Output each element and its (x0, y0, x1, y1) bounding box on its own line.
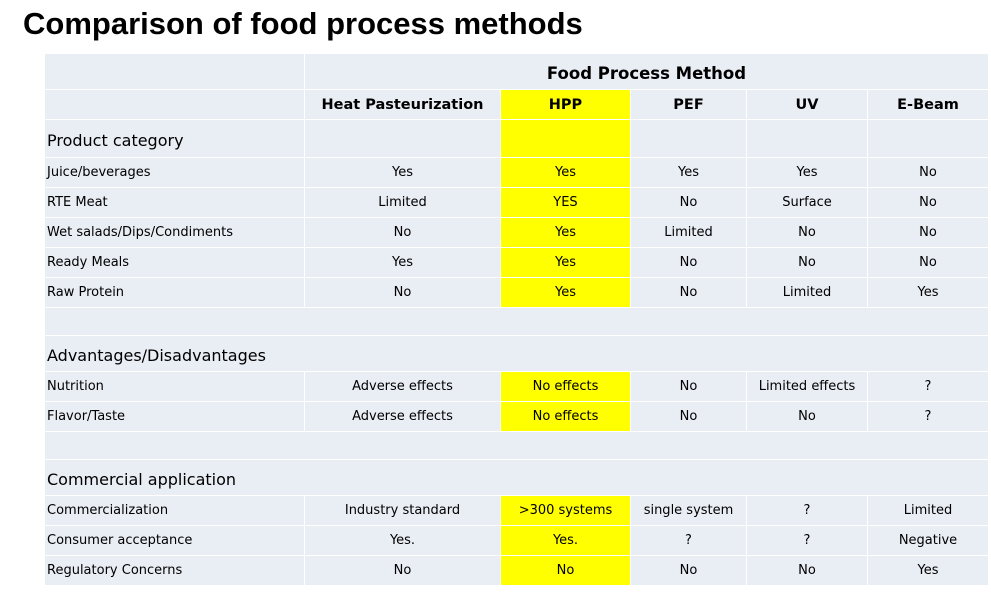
table-cell: Yes (867, 555, 989, 586)
row-label: Regulatory Concerns (44, 555, 305, 586)
table-cell: No (304, 217, 501, 248)
table-cell: YES (500, 187, 631, 218)
table-row: Regulatory Concerns No No No No Yes (44, 555, 989, 586)
table-cell: No effects (500, 371, 631, 402)
row-label: Commercialization (44, 495, 305, 526)
table-cell: No (867, 247, 989, 278)
corner-cell (44, 53, 305, 90)
method-header: Food Process Method (304, 53, 989, 90)
table-row: Commercialization Industry standard >300… (44, 495, 989, 526)
table-cell: No (630, 555, 747, 586)
table-cell: No (630, 401, 747, 432)
section-heading: Advantages/Disadvantages (44, 335, 989, 372)
table-cell: Yes (746, 157, 868, 188)
table-cell: Yes (500, 157, 631, 188)
table-cell: Yes (500, 217, 631, 248)
row-label: RTE Meat (44, 187, 305, 218)
table-cell: No (630, 277, 747, 308)
table-cell: Industry standard (304, 495, 501, 526)
spacer-row (44, 307, 989, 336)
table-cell: Yes. (304, 525, 501, 556)
row-label: Wet salads/Dips/Condiments (44, 217, 305, 248)
table-cell: ? (630, 525, 747, 556)
table-cell: Adverse effects (304, 401, 501, 432)
column-header: PEF (630, 89, 747, 120)
table-cell: No (630, 187, 747, 218)
table-row: RTE Meat Limited YES No Surface No (44, 187, 989, 218)
table-cell: No (867, 217, 989, 248)
column-header: Heat Pasteurization (304, 89, 501, 120)
table-row: Ready Meals Yes Yes No No No (44, 247, 989, 278)
table-row: Nutrition Adverse effects No effects No … (44, 371, 989, 402)
table-cell: Adverse effects (304, 371, 501, 402)
table-cell: No (867, 187, 989, 218)
column-header: HPP (500, 89, 631, 120)
section-heading: Commercial application (44, 459, 989, 496)
section-heading-row: Commercial application (44, 459, 989, 496)
row-label: Juice/beverages (44, 157, 305, 188)
table-cell: No effects (500, 401, 631, 432)
table-cell: Limited (304, 187, 501, 218)
row-label: Flavor/Taste (44, 401, 305, 432)
table-cell: Limited (867, 495, 989, 526)
table-cell: Surface (746, 187, 868, 218)
table-cell: Limited (630, 217, 747, 248)
table-cell: No (304, 555, 501, 586)
table-cell: ? (867, 401, 989, 432)
table-cell: No (746, 217, 868, 248)
table-cell: Limited (746, 277, 868, 308)
table-cell: Limited effects (746, 371, 868, 402)
method-header-row: Food Process Method (44, 53, 989, 90)
table-cell: Yes (304, 157, 501, 188)
table-cell: No (304, 277, 501, 308)
table-cell: >300 systems (500, 495, 631, 526)
column-header-blank (44, 89, 305, 120)
table-cell: No (746, 555, 868, 586)
page-title: Comparison of food process methods (23, 6, 583, 41)
table-cell: No (746, 247, 868, 278)
table-cell: ? (746, 525, 868, 556)
row-label: Ready Meals (44, 247, 305, 278)
table-cell: No (746, 401, 868, 432)
comparison-table: Food Process Method Heat Pasteurization … (44, 53, 989, 586)
table-cell: ? (867, 371, 989, 402)
table-row: Wet salads/Dips/Condiments No Yes Limite… (44, 217, 989, 248)
column-header-row: Heat Pasteurization HPP PEF UV E-Beam (44, 89, 989, 120)
table-cell: No (630, 371, 747, 402)
table-row: Flavor/Taste Adverse effects No effects … (44, 401, 989, 432)
table-row: Consumer acceptance Yes. Yes. ? ? Negati… (44, 525, 989, 556)
table-cell: ? (746, 495, 868, 526)
table-cell: No (867, 157, 989, 188)
table-cell: Negative (867, 525, 989, 556)
table-cell: No (500, 555, 631, 586)
spacer-row (44, 431, 989, 460)
table-cell: single system (630, 495, 747, 526)
table-cell: No (630, 247, 747, 278)
table-cell: Yes (500, 247, 631, 278)
table-cell: Yes (630, 157, 747, 188)
row-label: Consumer acceptance (44, 525, 305, 556)
table-cell: Yes (500, 277, 631, 308)
table-cell: Yes. (500, 525, 631, 556)
table-row: Juice/beverages Yes Yes Yes Yes No (44, 157, 989, 188)
row-label: Nutrition (44, 371, 305, 402)
section-heading-row: Product category (44, 119, 989, 158)
column-header: E-Beam (867, 89, 989, 120)
table-row: Raw Protein No Yes No Limited Yes (44, 277, 989, 308)
row-label: Raw Protein (44, 277, 305, 308)
section-heading-row: Advantages/Disadvantages (44, 335, 989, 372)
table-cell: Yes (304, 247, 501, 278)
section-heading: Product category (44, 119, 305, 158)
column-header: UV (746, 89, 868, 120)
table-cell: Yes (867, 277, 989, 308)
